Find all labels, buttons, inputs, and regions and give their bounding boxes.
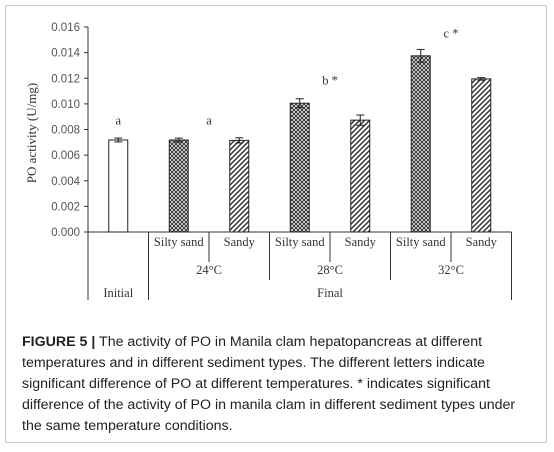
y-tick-label: 0.004 (51, 176, 80, 188)
x-category-label: Sandy (466, 235, 498, 249)
x-category-label: Sandy (345, 235, 377, 249)
y-tick-label: 0.002 (51, 201, 80, 213)
y-axis-title: PO activity (U/mg) (24, 83, 39, 183)
x-category-label: Silty sand (275, 235, 325, 249)
significance-label: a (115, 113, 121, 127)
x-category-label: Sandy (224, 235, 256, 249)
figure-frame (5, 5, 547, 443)
caption-text: The activity of PO in Manila clam hepato… (22, 334, 516, 434)
y-tick-label: 0.006 (51, 150, 80, 162)
x-phase-label: Final (317, 286, 343, 300)
bar (471, 78, 492, 233)
bar (168, 139, 189, 233)
bar (410, 55, 431, 233)
bar-chart: 0.000 0.002 0.004 0.006 0.008 0.010 0.012 0.014… (24, 22, 512, 300)
y-tick-label: 0.008 (51, 125, 80, 137)
x-category-label: Silty sand (154, 235, 204, 249)
y-tick-label: 0.016 (51, 22, 80, 34)
y-tick-label: 0.012 (51, 73, 80, 85)
bar (229, 139, 250, 233)
x-temperature-label: 28°C (317, 263, 343, 277)
bar (108, 139, 129, 233)
figure-caption: FIGURE 5 | The activity of PO in Manila … (22, 332, 534, 437)
y-tick-label: 0.014 (51, 48, 80, 60)
y-tick-label: 0.000 (51, 227, 80, 239)
x-temperature-label: 32°C (438, 263, 464, 277)
bar (350, 119, 371, 233)
x-temperature-label: 24°C (196, 263, 222, 277)
x-phase-label: Initial (103, 286, 133, 300)
bar (289, 102, 310, 233)
y-tick-label: 0.010 (51, 99, 80, 111)
significance-label: c * (444, 26, 459, 40)
caption-label: FIGURE 5 | (22, 334, 96, 350)
x-category-label: Silty sand (396, 235, 446, 249)
significance-label: b * (322, 74, 338, 88)
significance-label: a (206, 113, 212, 127)
